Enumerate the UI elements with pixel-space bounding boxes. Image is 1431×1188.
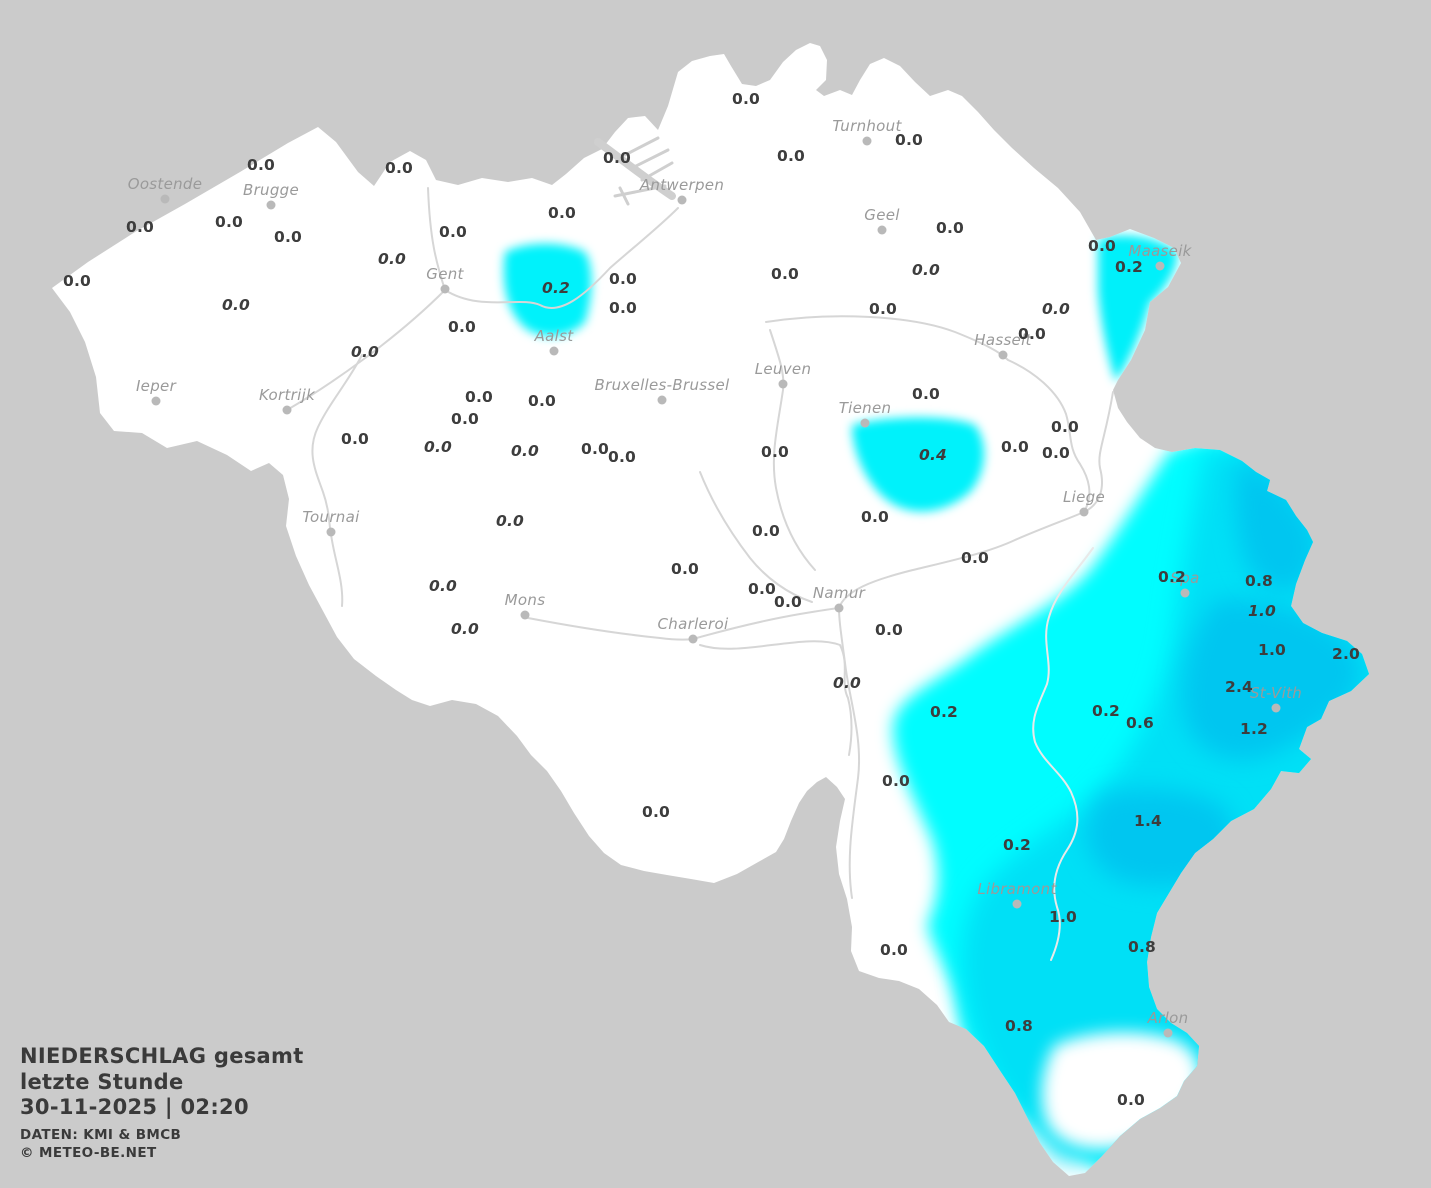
inner-borders-rivers	[286, 187, 1114, 961]
precip-cell-maaseik	[1098, 235, 1178, 382]
canal-albert-hasselt	[765, 315, 1091, 509]
port-dock-5	[618, 186, 630, 206]
map-title-line2: letzte Stunde	[20, 1069, 184, 1094]
river-meuse	[837, 391, 1114, 899]
river-leie	[286, 289, 446, 411]
map-copyright: © METEO-BE.NET	[20, 1145, 157, 1162]
map-datetime: 30-11-2025 | 02:20	[20, 1095, 249, 1120]
precip-core-east-border	[1235, 460, 1317, 592]
border-nivelles	[699, 471, 813, 603]
border-leuven	[769, 329, 816, 571]
border-tournai	[311, 354, 363, 607]
river-scheldt	[444, 207, 679, 309]
map-title-line1: NIEDERSCHLAG gesamt	[20, 1044, 304, 1068]
map-title-block: NIEDERSCHLAG gesamt letzte Stunde 30-11-…	[20, 1044, 304, 1162]
port-dock-3	[640, 161, 674, 182]
map-data-source: DATEN: KMI & BMCB	[20, 1126, 182, 1143]
scheldt-estuary-channel	[594, 138, 676, 200]
antwerp-port-waterways	[594, 136, 676, 206]
precip-cell-aalst	[503, 243, 592, 337]
precip-cell-tienen	[852, 417, 985, 512]
border-ardennes	[1032, 547, 1094, 961]
precip-core-stvith	[1182, 599, 1362, 761]
canal-gent-north	[427, 187, 446, 291]
port-dock-1	[623, 136, 660, 157]
port-dock-2	[632, 148, 670, 169]
border-dinant	[699, 640, 853, 756]
